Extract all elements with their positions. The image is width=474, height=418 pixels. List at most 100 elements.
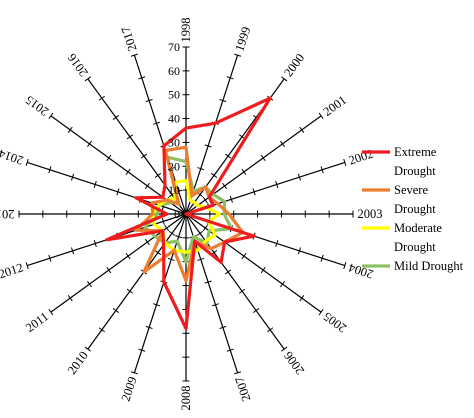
r-tick-label: 50: [168, 88, 180, 102]
tick-mark: [48, 254, 52, 262]
legend-label-moderate-drought: Moderate: [394, 221, 442, 235]
tick-mark: [224, 269, 232, 275]
category-label-1998: 1998: [179, 18, 193, 43]
tick-mark: [252, 308, 260, 313]
legend-label-extreme-drought: Extreme: [394, 145, 437, 159]
spoke-2010: [87, 213, 187, 350]
tick-mark: [84, 76, 91, 82]
tick-mark: [138, 76, 146, 80]
tick-mark: [175, 235, 183, 239]
category-label-2007: 2007: [232, 375, 253, 403]
tick-mark: [281, 76, 288, 82]
r-tick-label: 10: [168, 183, 180, 197]
tick-mark: [299, 295, 305, 302]
tick-mark: [164, 224, 170, 232]
tick-mark: [145, 325, 153, 330]
category-label-2006: 2006: [281, 349, 307, 377]
tick-mark: [70, 173, 75, 181]
legend-label-mild-drought: Mild Drought: [394, 259, 464, 273]
spoke-2005: [185, 213, 322, 313]
r-tick-label: 0: [174, 207, 180, 221]
tick-mark: [87, 280, 92, 288]
category-label-2002: 2002: [347, 147, 375, 168]
tick-mark: [125, 252, 131, 260]
tick-mark: [145, 98, 153, 103]
spoke-2011: [50, 213, 187, 313]
tick-mark: [260, 154, 266, 162]
tick-mark: [125, 168, 131, 176]
tick-mark: [130, 371, 138, 375]
tick-mark: [320, 166, 324, 174]
tick-mark: [126, 288, 134, 294]
category-label-2003: 2003: [358, 207, 383, 221]
radar-axes: [18, 46, 354, 382]
category-label-2013: 2013: [0, 207, 15, 221]
tick-mark: [275, 181, 279, 188]
tick-mark: [67, 295, 73, 302]
spoke-1999: [185, 54, 239, 215]
tick-mark: [106, 154, 112, 162]
category-label-1999: 1999: [232, 25, 253, 53]
category-label-2004: 2004: [346, 260, 375, 281]
tick-mark: [224, 153, 232, 159]
tick-mark: [280, 140, 285, 148]
tick-mark: [153, 121, 160, 125]
tick-mark: [222, 182, 228, 190]
tick-mark: [267, 327, 274, 333]
tick-mark: [154, 172, 162, 178]
tick-mark: [67, 126, 73, 133]
tick-mark: [112, 308, 120, 313]
tick-mark: [161, 217, 165, 225]
tick-mark: [229, 195, 233, 203]
tick-mark: [226, 348, 234, 352]
spoke-2014: [26, 161, 187, 215]
tick-mark: [297, 173, 302, 181]
spoke-2006: [185, 213, 285, 350]
tick-mark: [48, 166, 52, 174]
tick-mark: [87, 140, 92, 148]
tick-mark: [275, 240, 279, 247]
tick-mark: [48, 112, 54, 119]
tick-mark: [219, 98, 227, 103]
tick-mark: [343, 158, 347, 166]
category-label-2012: 2012: [0, 260, 25, 281]
tick-mark: [226, 76, 234, 80]
tick-mark: [93, 240, 97, 247]
legend-label-severe-drought: Drought: [394, 202, 436, 216]
tick-mark: [153, 303, 160, 307]
legend: Extreme Drought Severe Drought Moderate Droug…: [362, 145, 464, 273]
tick-mark: [241, 252, 247, 260]
tick-mark: [25, 158, 29, 166]
tick-mark: [25, 262, 29, 270]
category-label-2005: 2005: [321, 309, 349, 335]
tick-mark: [343, 262, 347, 270]
tick-mark: [130, 53, 138, 57]
tick-mark: [241, 168, 247, 176]
tick-mark: [116, 188, 120, 196]
tick-mark: [98, 327, 105, 333]
tick-mark: [202, 224, 208, 232]
tick-mark: [260, 266, 266, 274]
tick-mark: [84, 346, 91, 352]
tick-mark: [252, 188, 256, 196]
tick-mark: [93, 181, 97, 188]
tick-mark: [98, 95, 105, 101]
tick-mark: [138, 348, 146, 352]
category-label-2009: 2009: [119, 375, 140, 403]
tick-mark: [320, 254, 324, 262]
tick-mark: [204, 280, 212, 284]
tick-mark: [144, 182, 150, 190]
tick-mark: [167, 257, 175, 261]
category-label-2010: 2010: [65, 349, 91, 377]
spoke-2001: [185, 115, 322, 215]
legend-label-moderate-drought: Drought: [394, 240, 436, 254]
tick-mark: [140, 153, 148, 159]
category-label-2016: 2016: [65, 51, 91, 79]
tick-mark: [299, 126, 305, 133]
tick-mark: [70, 247, 75, 255]
tick-mark: [126, 134, 134, 140]
tick-mark: [112, 115, 120, 120]
r-tick-label: 70: [168, 40, 180, 54]
category-label-2001: 2001: [321, 93, 349, 119]
